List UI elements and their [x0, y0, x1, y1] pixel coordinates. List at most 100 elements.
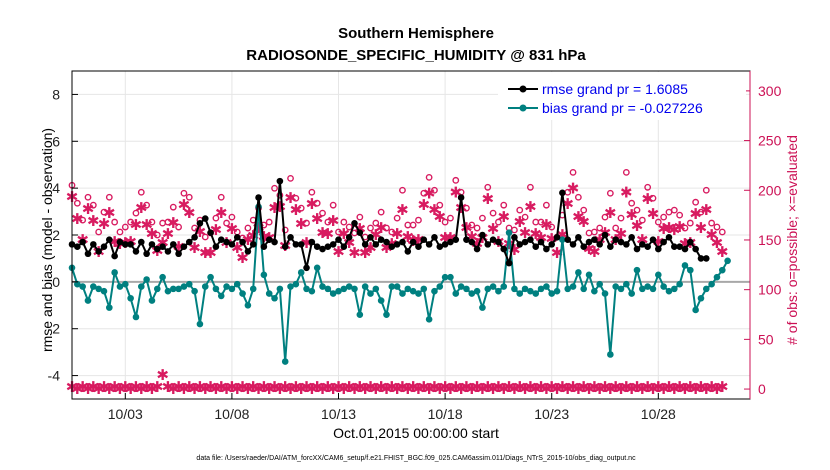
bias-point [702, 285, 710, 293]
bias-point [185, 280, 193, 288]
obs-evaluated-mark: ✱ [146, 225, 159, 243]
x-tick-label: 10/23 [534, 406, 569, 422]
rmse-point [383, 238, 390, 246]
bias-point [543, 283, 550, 290]
bias-point [180, 283, 188, 290]
obs-evaluated-low-mark: ✱ [620, 378, 633, 396]
rmse-point [292, 241, 300, 248]
obs-evaluated-low-mark: ✱ [172, 378, 185, 396]
rmse-point [639, 241, 646, 248]
bias-point [223, 283, 230, 290]
obs-evaluated-low-mark: ✱ [604, 380, 617, 398]
obs-evaluated-mark: ✱ [71, 210, 84, 228]
obs-evaluated-low-mark: ✱ [567, 378, 580, 396]
rmse-point [143, 250, 150, 258]
rmse-point [687, 238, 694, 246]
rmse-point [484, 241, 492, 248]
obs-possible-mark [393, 214, 401, 222]
rmse-point [340, 243, 348, 251]
obs-possible-mark [137, 188, 145, 196]
bias-point [681, 262, 689, 269]
obs-evaluated-low-mark: ✱ [284, 380, 297, 398]
obs-evaluated-mark: ✱ [604, 204, 617, 222]
rmse-point [361, 241, 369, 248]
obs-evaluated-low-mark: ✱ [306, 380, 319, 398]
obs-evaluated-low-mark: ✱ [194, 378, 207, 396]
obs-possible-mark [590, 228, 598, 236]
bias-point [617, 285, 625, 293]
rmse-point [393, 241, 401, 248]
obs-possible-mark [281, 226, 289, 234]
obs-possible-mark [612, 224, 620, 232]
rmse-point [489, 236, 497, 243]
obs-evaluated-low-mark: ✱ [92, 380, 105, 398]
obs-possible-mark [143, 201, 151, 209]
rmse-point [228, 241, 236, 248]
obs-evaluated-low-mark: ✱ [146, 380, 159, 398]
obs-possible-mark [244, 224, 252, 232]
obs-evaluated-mark: ✱ [199, 244, 212, 262]
rmse-point [313, 243, 321, 251]
y-axis-label-right: # of obs: o=possible; ×=evaluated [784, 135, 800, 345]
obs-evaluated-low-mark: ✱ [167, 380, 180, 398]
obs-evaluated-low-mark: ✱ [487, 380, 500, 398]
obs-possible-mark [441, 218, 449, 226]
bias-point [724, 257, 731, 265]
bias-point [233, 280, 241, 288]
obs-evaluated-low-mark: ✱ [370, 380, 383, 398]
obs-evaluated-mark: ✱ [481, 190, 494, 208]
rmse-point [303, 264, 310, 272]
obs-evaluated-low-mark: ✱ [263, 380, 276, 398]
bias-point [201, 283, 209, 290]
obs-evaluated-low-mark: ✱ [215, 378, 228, 396]
bias-point [511, 285, 518, 293]
obs-evaluated-mark: ✱ [98, 215, 111, 233]
obs-possible-mark [372, 219, 380, 227]
bias-series [68, 203, 731, 365]
rmse-point [153, 245, 161, 253]
rmse-point [84, 250, 92, 258]
rmse-point [495, 238, 502, 246]
obs-evaluated-low-mark: ✱ [108, 378, 121, 396]
obs-possible-mark [628, 199, 636, 207]
bias-point [655, 271, 662, 279]
obs-possible-mark [638, 216, 646, 224]
obs-evaluated-low-mark: ✱ [615, 380, 628, 398]
obs-possible-mark [484, 183, 492, 191]
rmse-point [628, 234, 635, 241]
rmse-point [702, 255, 710, 262]
obs-possible-mark [121, 223, 129, 231]
obs-evaluated-low-mark: ✱ [290, 378, 303, 396]
obs-possible-mark [367, 224, 374, 232]
obs-possible-mark [201, 233, 209, 241]
rmse-point [324, 243, 332, 251]
bias-point [489, 283, 497, 290]
obs-possible-mark [617, 214, 625, 222]
rmse-point [623, 241, 630, 248]
obs-evaluated-low-mark: ✱ [588, 378, 601, 396]
obs-evaluated-low-mark: ✱ [364, 378, 377, 396]
obs-evaluated-low-mark: ✱ [71, 380, 84, 398]
obs-possible-mark [633, 206, 641, 214]
obs-possible-mark [532, 218, 540, 226]
y-tick-label-right: 150 [758, 232, 782, 248]
rmse-point [511, 234, 518, 241]
obs-evaluated-mark: ✱ [620, 183, 633, 201]
rmse-point [79, 238, 86, 246]
obs-evaluated-low-mark: ✱ [711, 380, 724, 398]
obs-evaluated-mark: ✱ [657, 220, 670, 238]
obs-evaluated-low-mark: ✱ [82, 380, 95, 398]
rmse-point [591, 236, 598, 243]
rmse-series [68, 177, 710, 272]
rmse-point [457, 194, 465, 201]
bias-point [217, 292, 225, 300]
obs-evaluated-low-mark: ✱ [679, 380, 692, 398]
bias-point [388, 283, 396, 290]
y-axis-label-left: rmse and bias (model - observation) [39, 128, 55, 352]
obs-evaluated-mark: ✱ [524, 198, 537, 216]
obs-evaluated-low-mark: ✱ [641, 378, 654, 396]
x-axis-label: Oct.01,2015 00:00:00 start [333, 425, 499, 441]
obs-possible-mark [420, 189, 428, 197]
obs-possible-mark [660, 213, 668, 221]
bias-point [505, 229, 513, 236]
